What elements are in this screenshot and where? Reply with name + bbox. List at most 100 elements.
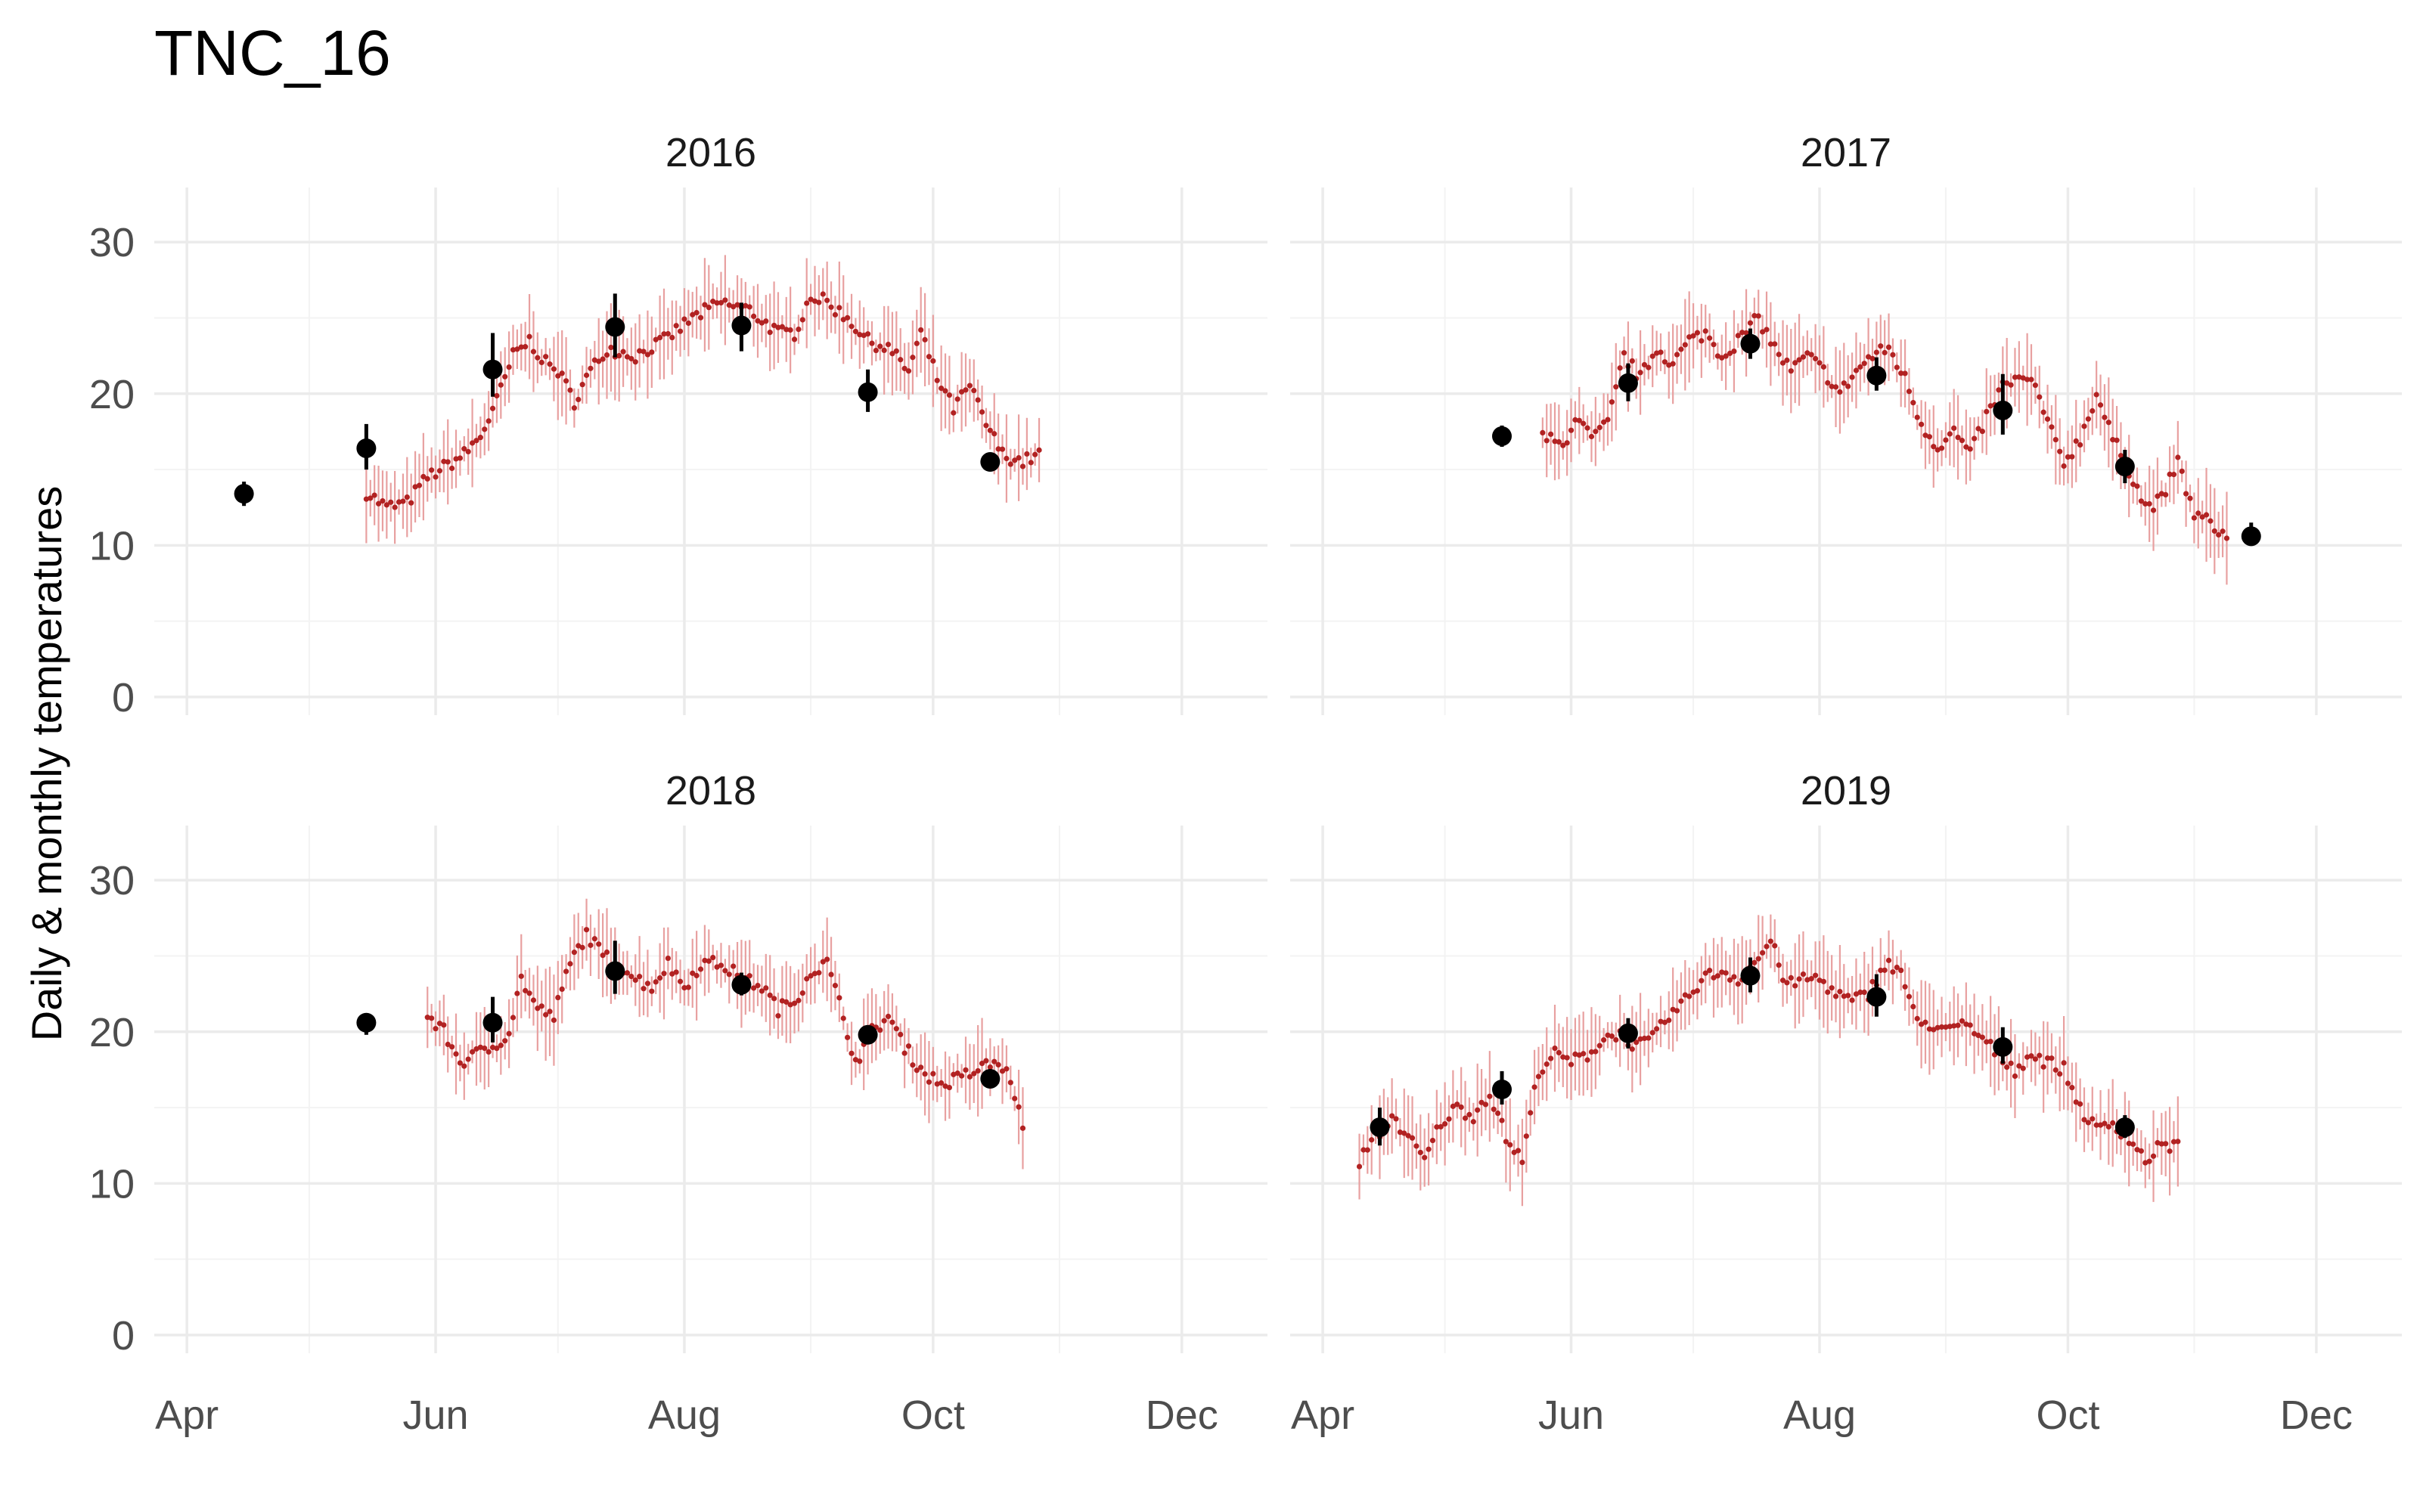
daily-point	[1540, 429, 1546, 436]
grid	[1290, 826, 2402, 1353]
daily-point	[2065, 1080, 2071, 1086]
daily-point	[2065, 454, 2071, 460]
daily-point	[1016, 454, 1022, 461]
daily-point	[1943, 437, 1949, 443]
daily-point	[963, 387, 969, 393]
daily-point	[665, 955, 671, 962]
daily-point	[1694, 330, 1701, 336]
daily-point	[526, 990, 532, 996]
daily-point	[1922, 1019, 1928, 1025]
daily-point	[1702, 328, 1708, 334]
daily-point	[644, 352, 651, 358]
daily-point	[1845, 383, 1851, 389]
daily-point	[1707, 335, 1713, 341]
daily-point	[1776, 352, 1782, 358]
monthly-point	[1492, 426, 1512, 446]
daily-point	[2049, 424, 2055, 430]
daily-point	[2158, 491, 2164, 497]
daily-point	[710, 299, 716, 305]
daily-point	[1028, 460, 1034, 466]
daily-point	[1356, 1163, 1363, 1170]
daily-point	[934, 1081, 940, 1087]
daily-point	[547, 361, 553, 367]
daily-point	[1890, 352, 1896, 358]
daily-point	[1967, 1022, 1973, 1028]
daily-point	[669, 971, 675, 977]
daily-point	[881, 1018, 887, 1024]
daily-point	[2032, 1056, 2038, 1062]
daily-point	[775, 324, 781, 330]
daily-point	[2118, 453, 2124, 459]
daily-point	[375, 500, 382, 507]
daily-point	[1779, 978, 1786, 984]
daily-point	[465, 1056, 471, 1062]
daily-point	[2052, 436, 2059, 443]
daily-point	[1808, 976, 1814, 982]
daily-point	[1401, 1130, 1407, 1136]
daily-point	[637, 974, 643, 980]
daily-point	[1885, 957, 1892, 963]
daily-point	[535, 1005, 541, 1012]
daily-point	[1755, 956, 1761, 962]
daily-point	[514, 346, 520, 352]
daily-point	[1711, 974, 1717, 981]
daily-point	[1674, 1008, 1680, 1014]
daily-point	[1581, 1051, 1587, 1057]
daily-point	[653, 979, 659, 985]
daily-point	[1800, 971, 1807, 978]
daily-point	[624, 354, 631, 360]
daily-point	[1841, 380, 1847, 386]
daily-point	[1764, 943, 1770, 950]
monthly-point	[1866, 987, 1887, 1007]
daily-point	[1784, 357, 1790, 364]
daily-point	[1515, 1148, 1522, 1154]
daily-point	[2073, 438, 2079, 445]
daily-point	[1024, 451, 1030, 457]
daily-point	[1572, 1051, 1578, 1057]
daily-point	[1491, 1106, 1497, 1112]
monthly-point	[234, 484, 254, 504]
daily-point	[1552, 1045, 1558, 1052]
daily-point	[469, 440, 476, 446]
daily-point	[2142, 500, 2149, 507]
daily-point	[755, 982, 761, 989]
daily-point	[804, 976, 810, 982]
daily-point	[1951, 425, 1957, 431]
daily-point	[718, 299, 724, 306]
daily-point	[2037, 1052, 2043, 1058]
daily-point	[1792, 360, 1798, 366]
daily-point	[1825, 380, 1831, 386]
y-tick-label: 20	[89, 1010, 135, 1055]
daily-point	[771, 996, 777, 1002]
daily-point	[840, 1015, 846, 1021]
daily-point	[722, 297, 728, 303]
y-tick-label: 0	[112, 675, 135, 720]
daily-point	[2179, 468, 2185, 474]
daily-point	[1458, 1104, 1464, 1111]
daily-point	[486, 1049, 492, 1055]
daily-point	[796, 997, 802, 1004]
daily-point	[1955, 1022, 1961, 1028]
daily-point	[1434, 1124, 1440, 1130]
x-tick-label: Jun	[1538, 1393, 1604, 1438]
daily-point	[1719, 355, 1725, 361]
panel-title: 2016	[666, 130, 756, 175]
daily-point	[453, 1051, 459, 1057]
daily-point	[551, 366, 557, 372]
daily-point	[649, 988, 655, 994]
daily-point	[1829, 985, 1835, 991]
daily-point	[2057, 1070, 2063, 1077]
daily-point	[2170, 472, 2177, 478]
daily-point	[824, 297, 830, 303]
daily-point	[1417, 1149, 1423, 1156]
daily-point	[1984, 408, 1990, 415]
daily-point	[2008, 1060, 2014, 1067]
daily-point	[1934, 447, 1941, 453]
daily-point	[1898, 370, 1904, 376]
daily-point	[1442, 1120, 1448, 1127]
daily-point	[1714, 973, 1720, 979]
daily-point	[1804, 350, 1810, 356]
daily-point	[457, 1060, 463, 1066]
daily-point	[1947, 1024, 1953, 1030]
daily-point	[901, 1050, 908, 1056]
